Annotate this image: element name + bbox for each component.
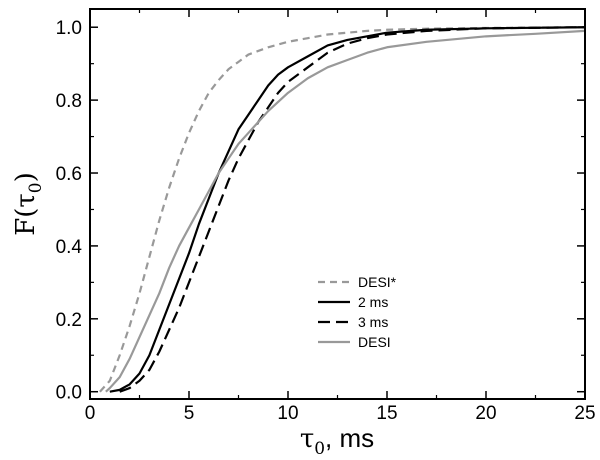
- legend-label-3-ms: 3 ms: [358, 314, 388, 330]
- x-tick-label: 15: [376, 403, 397, 424]
- x-tick-label: 0: [85, 403, 96, 424]
- y-tick-label: 1.0: [56, 18, 82, 39]
- y-axis-title: F(τ0): [11, 172, 46, 236]
- x-axis-title: τ0, ms: [300, 423, 374, 459]
- legend-label-desi: DESI: [358, 334, 391, 350]
- series-line-desi: [105, 29, 585, 393]
- x-tick-label: 10: [277, 403, 298, 424]
- series-line-3-ms: [119, 26, 585, 393]
- series-line-desi: [99, 26, 585, 393]
- y-tick-label: 0.8: [56, 91, 82, 112]
- legend: DESI* 2 ms 3 ms DESI: [318, 274, 397, 350]
- series-line-2-ms: [109, 26, 585, 393]
- legend-label-2-ms: 2 ms: [358, 294, 388, 310]
- y-tick-label: 0.2: [56, 310, 82, 331]
- x-tick-label: 5: [184, 403, 195, 424]
- series-layer: [99, 26, 585, 393]
- plot-frame: [89, 8, 586, 400]
- x-tick-label: 25: [574, 403, 595, 424]
- y-tick-label: 0.6: [56, 164, 82, 185]
- legend-label-desi: DESI*: [358, 274, 397, 290]
- tick-layer: 0 5 10 15 20 25 0.0 0.2 0.4 0.6 0.8 1.0: [56, 9, 596, 424]
- y-tick-label: 0.0: [56, 383, 82, 404]
- x-tick-label: 20: [475, 403, 496, 424]
- y-tick-label: 0.4: [56, 237, 83, 258]
